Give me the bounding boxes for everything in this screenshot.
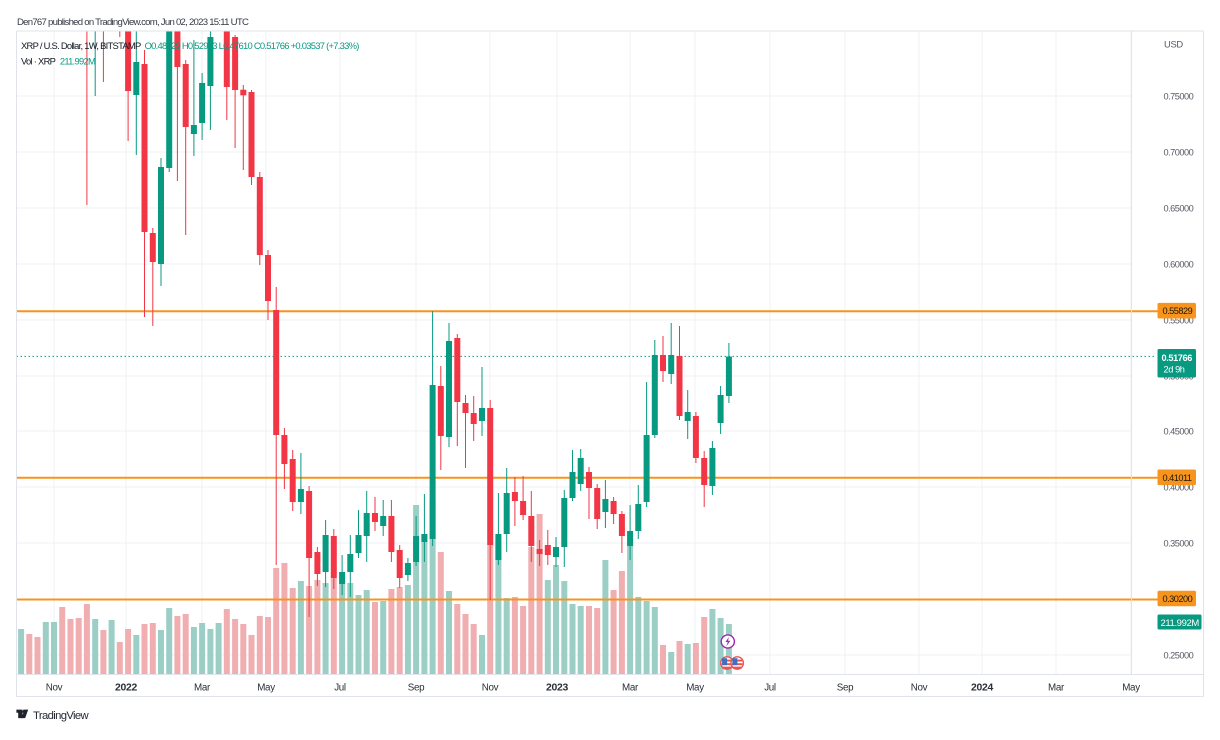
svg-text:May: May bbox=[257, 683, 275, 694]
svg-text:0.45000: 0.45000 bbox=[1164, 426, 1194, 436]
svg-text:Mar: Mar bbox=[194, 683, 211, 694]
svg-text:0.70000: 0.70000 bbox=[1164, 147, 1194, 157]
svg-text:0.55000: 0.55000 bbox=[1164, 315, 1194, 325]
svg-text:2d 9h: 2d 9h bbox=[1164, 364, 1185, 374]
svg-text:Sep: Sep bbox=[837, 683, 854, 694]
svg-text:0.25000: 0.25000 bbox=[1164, 650, 1194, 660]
svg-text:XRP / U.S. Dollar, 1W, BITSTAM: XRP / U.S. Dollar, 1W, BITSTAMP O0.48229 … bbox=[21, 40, 359, 51]
svg-text:USD: USD bbox=[1164, 39, 1183, 50]
svg-text:0.75000: 0.75000 bbox=[1164, 91, 1194, 101]
svg-text:0.65000: 0.65000 bbox=[1164, 203, 1194, 213]
svg-text:Mar: Mar bbox=[1048, 683, 1065, 694]
svg-text:Nov: Nov bbox=[482, 683, 499, 694]
svg-text:Den767 published on TradingVie: Den767 published on TradingView.com, Jun… bbox=[17, 17, 249, 28]
svg-text:0.35000: 0.35000 bbox=[1164, 538, 1194, 548]
svg-text:0.41011: 0.41011 bbox=[1163, 473, 1192, 483]
svg-text:TradingView: TradingView bbox=[33, 710, 90, 722]
svg-text:0.30200: 0.30200 bbox=[1163, 594, 1193, 604]
svg-text:Nov: Nov bbox=[911, 683, 928, 694]
svg-text:0.55829: 0.55829 bbox=[1163, 306, 1193, 316]
svg-text:2023: 2023 bbox=[546, 683, 568, 694]
svg-text:0.51766: 0.51766 bbox=[1162, 353, 1193, 363]
svg-text:211.992M: 211.992M bbox=[1161, 618, 1200, 629]
svg-text:0.40000: 0.40000 bbox=[1164, 482, 1194, 492]
svg-text:Jul: Jul bbox=[334, 683, 346, 694]
svg-text:0.60000: 0.60000 bbox=[1164, 259, 1194, 269]
svg-text:Jul: Jul bbox=[764, 683, 776, 694]
svg-text:May: May bbox=[1122, 683, 1140, 694]
svg-text:2022: 2022 bbox=[115, 683, 137, 694]
svg-text:Sep: Sep bbox=[408, 683, 425, 694]
svg-text:Mar: Mar bbox=[622, 683, 639, 694]
svg-text:May: May bbox=[686, 683, 704, 694]
svg-text:Nov: Nov bbox=[46, 683, 63, 694]
svg-text:2024: 2024 bbox=[971, 683, 993, 694]
